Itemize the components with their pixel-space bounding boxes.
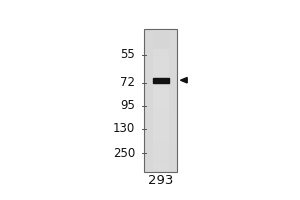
- Bar: [153, 77, 169, 79]
- Bar: [153, 161, 169, 163]
- Bar: [153, 140, 169, 142]
- Bar: [153, 128, 169, 131]
- Bar: [153, 110, 169, 112]
- Bar: [153, 91, 169, 93]
- Bar: [153, 35, 169, 37]
- Text: 293: 293: [148, 174, 173, 187]
- Bar: [153, 152, 169, 154]
- Bar: [153, 93, 169, 96]
- Bar: [153, 117, 169, 119]
- Text: 130: 130: [113, 122, 135, 135]
- Bar: [153, 159, 169, 161]
- Bar: [153, 47, 169, 49]
- Bar: [153, 96, 169, 98]
- Bar: [153, 37, 169, 40]
- Bar: [153, 100, 169, 103]
- Text: 95: 95: [120, 99, 135, 112]
- Bar: [153, 98, 169, 100]
- Bar: [153, 58, 169, 61]
- Bar: [153, 82, 169, 84]
- Bar: [153, 119, 169, 121]
- Bar: [153, 107, 169, 110]
- Bar: [153, 149, 169, 152]
- Bar: [153, 78, 169, 83]
- Bar: [153, 154, 169, 156]
- Bar: [153, 49, 169, 51]
- Bar: [153, 145, 169, 147]
- Bar: [153, 51, 169, 54]
- Bar: [153, 168, 169, 170]
- Bar: [153, 156, 169, 159]
- Bar: [153, 70, 169, 72]
- Bar: [153, 75, 169, 77]
- Bar: [153, 133, 169, 135]
- Bar: [153, 121, 169, 124]
- Bar: [153, 124, 169, 126]
- Bar: [153, 42, 169, 44]
- Text: 72: 72: [120, 76, 135, 89]
- Bar: [153, 30, 169, 32]
- Bar: [153, 163, 169, 166]
- Bar: [153, 72, 169, 75]
- Polygon shape: [181, 77, 187, 83]
- Bar: [153, 112, 169, 114]
- Bar: [153, 61, 169, 63]
- Bar: [153, 126, 169, 128]
- Bar: [153, 63, 169, 65]
- Bar: [153, 56, 169, 58]
- Bar: [153, 68, 169, 70]
- Bar: [145, 29, 177, 172]
- Text: 250: 250: [113, 147, 135, 160]
- Bar: [153, 147, 169, 149]
- Bar: [153, 131, 169, 133]
- Bar: [153, 105, 169, 107]
- Bar: [153, 65, 169, 68]
- Bar: [153, 79, 169, 82]
- Bar: [153, 86, 169, 89]
- Bar: [153, 84, 169, 86]
- Bar: [153, 32, 169, 35]
- Bar: [153, 135, 169, 138]
- Bar: [153, 89, 169, 91]
- Bar: [153, 54, 169, 56]
- Bar: [153, 103, 169, 105]
- Bar: [153, 166, 169, 168]
- Bar: [153, 44, 169, 47]
- Bar: [153, 40, 169, 42]
- Bar: [153, 114, 169, 117]
- Text: 55: 55: [120, 48, 135, 61]
- Bar: [153, 142, 169, 145]
- Bar: [153, 138, 169, 140]
